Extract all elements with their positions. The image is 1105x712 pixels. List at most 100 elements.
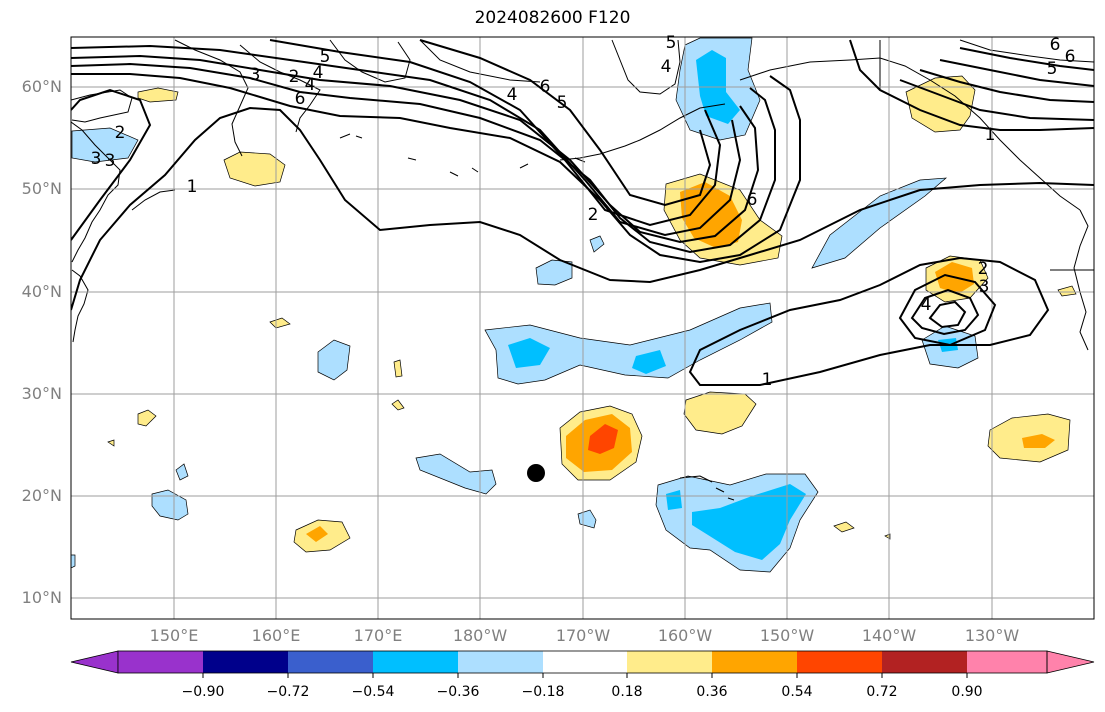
lat-label: 30°N xyxy=(21,384,62,403)
colorbar-tick-label: 0.54 xyxy=(781,684,813,700)
neg-anomaly-core xyxy=(692,484,806,560)
colorbar-bin xyxy=(458,651,543,673)
contour-line xyxy=(71,62,776,254)
neg-anomaly-core xyxy=(508,338,550,368)
neg-anomaly-area xyxy=(71,127,139,163)
neg-anomaly-core xyxy=(666,490,682,510)
lon-label: 170°E xyxy=(353,626,403,645)
neg-anomaly-area xyxy=(535,259,573,286)
contour-line xyxy=(71,54,760,244)
contour-line xyxy=(899,79,1094,121)
contour-label: 3 xyxy=(105,151,116,171)
pos-anomaly-area xyxy=(683,391,757,435)
lon-label: 140°W xyxy=(861,626,917,645)
colorbar-tick-label: −0.18 xyxy=(521,684,565,700)
contour-line xyxy=(910,288,980,336)
coastline xyxy=(959,39,1094,63)
lat-label: 40°N xyxy=(21,282,62,301)
contour-line xyxy=(688,256,1050,386)
colorbar-tick-label: 0.72 xyxy=(866,684,898,700)
pos-anomaly-core xyxy=(306,526,328,542)
contour-line xyxy=(269,39,722,227)
neg-anomaly-area xyxy=(71,554,76,569)
pos-anomaly-area xyxy=(223,151,286,187)
pos-anomaly-core xyxy=(680,182,742,248)
coastlines xyxy=(71,39,1094,501)
colorbar-bin xyxy=(118,651,203,673)
pos-anomaly-peak xyxy=(588,424,618,454)
coastline xyxy=(1073,209,1089,351)
neg-anomaly-area xyxy=(151,489,189,521)
contour-label: 5 xyxy=(666,33,677,53)
colorbar-bin xyxy=(967,651,1047,673)
contour-label: 4 xyxy=(507,85,518,105)
coastline xyxy=(559,103,726,161)
colorbar-bin xyxy=(712,651,797,673)
coastline xyxy=(419,39,541,83)
contour-label: 3 xyxy=(91,149,102,169)
colorbar-bin xyxy=(797,651,882,673)
colorbar-bin xyxy=(288,651,373,673)
lat-label: 60°N xyxy=(21,77,62,96)
colorbar-ticks xyxy=(202,673,968,678)
neg-anomaly-core xyxy=(632,350,666,374)
neg-anomaly-area xyxy=(589,235,605,253)
pos-anomaly-area xyxy=(137,409,157,427)
colorbar-tick-label: −0.90 xyxy=(181,684,225,700)
contour-label: 6 xyxy=(1050,35,1061,55)
coastline xyxy=(131,189,176,211)
contour-line xyxy=(419,39,712,207)
contour-label: 5 xyxy=(557,93,568,113)
contour-labels: 1 2 3 4 5 6 2 3 4 5 6 2 4 5 6 6 4 3 1 2 … xyxy=(91,33,1076,390)
coastline xyxy=(739,57,1081,211)
contour-line xyxy=(959,47,1094,71)
lat-label: 50°N xyxy=(21,179,62,198)
contour-line xyxy=(71,73,801,264)
neg-anomaly-area xyxy=(811,177,948,269)
colorbar-tick-label: 0.18 xyxy=(611,684,643,700)
coastline xyxy=(611,39,681,95)
contour-line xyxy=(71,44,742,237)
pos-anomaly-area xyxy=(269,317,291,329)
contour-label: 6 xyxy=(540,77,551,97)
neg-anomaly-area xyxy=(415,453,497,495)
contour-line xyxy=(919,69,1094,103)
pos-anomaly-area xyxy=(107,439,115,447)
pos-anomaly-core xyxy=(1022,434,1055,448)
contour-line xyxy=(849,39,1094,131)
contour-label: 3 xyxy=(250,65,261,85)
contour-label: 2 xyxy=(978,259,989,279)
colorbar-bin xyxy=(882,651,967,673)
neg-anomaly-area xyxy=(317,339,351,381)
contour-label: 6 xyxy=(295,89,306,109)
lon-label: 150°W xyxy=(759,626,815,645)
colorbar-bin xyxy=(543,651,627,673)
contour-line xyxy=(939,59,1094,87)
contour-line xyxy=(898,273,997,347)
contour-label: 1 xyxy=(187,177,198,197)
colorbar-tick-label: −0.72 xyxy=(266,684,310,700)
lat-label: 10°N xyxy=(21,588,62,607)
map-title: 2024082600 F120 xyxy=(474,8,631,28)
lon-label: 150°E xyxy=(149,626,199,645)
colorbar-tick-label: −0.54 xyxy=(351,684,395,700)
colorbar-outline xyxy=(117,650,1048,674)
neg-anomaly-area xyxy=(577,509,597,529)
contour-label: 4 xyxy=(921,295,932,315)
colorbar-tick-label: 0.90 xyxy=(951,684,983,700)
contour-label: 6 xyxy=(1065,47,1076,67)
contour-label: 2 xyxy=(115,123,126,143)
coastline xyxy=(679,475,735,501)
contour-line xyxy=(928,300,967,329)
anomaly-shading xyxy=(71,37,1077,573)
colorbar-tick-label: −0.36 xyxy=(436,684,480,700)
lat-label: 20°N xyxy=(21,486,62,505)
coastline xyxy=(71,121,121,263)
lon-label: 160°W xyxy=(657,626,713,645)
colorbar-tick-label: 0.36 xyxy=(696,684,728,700)
pos-anomaly-area xyxy=(137,87,179,103)
contour-label: 4 xyxy=(313,63,324,83)
colorbar-max-extend xyxy=(1046,650,1095,674)
colorbar-min-extend xyxy=(70,650,119,674)
contour-label: 2 xyxy=(588,205,599,225)
